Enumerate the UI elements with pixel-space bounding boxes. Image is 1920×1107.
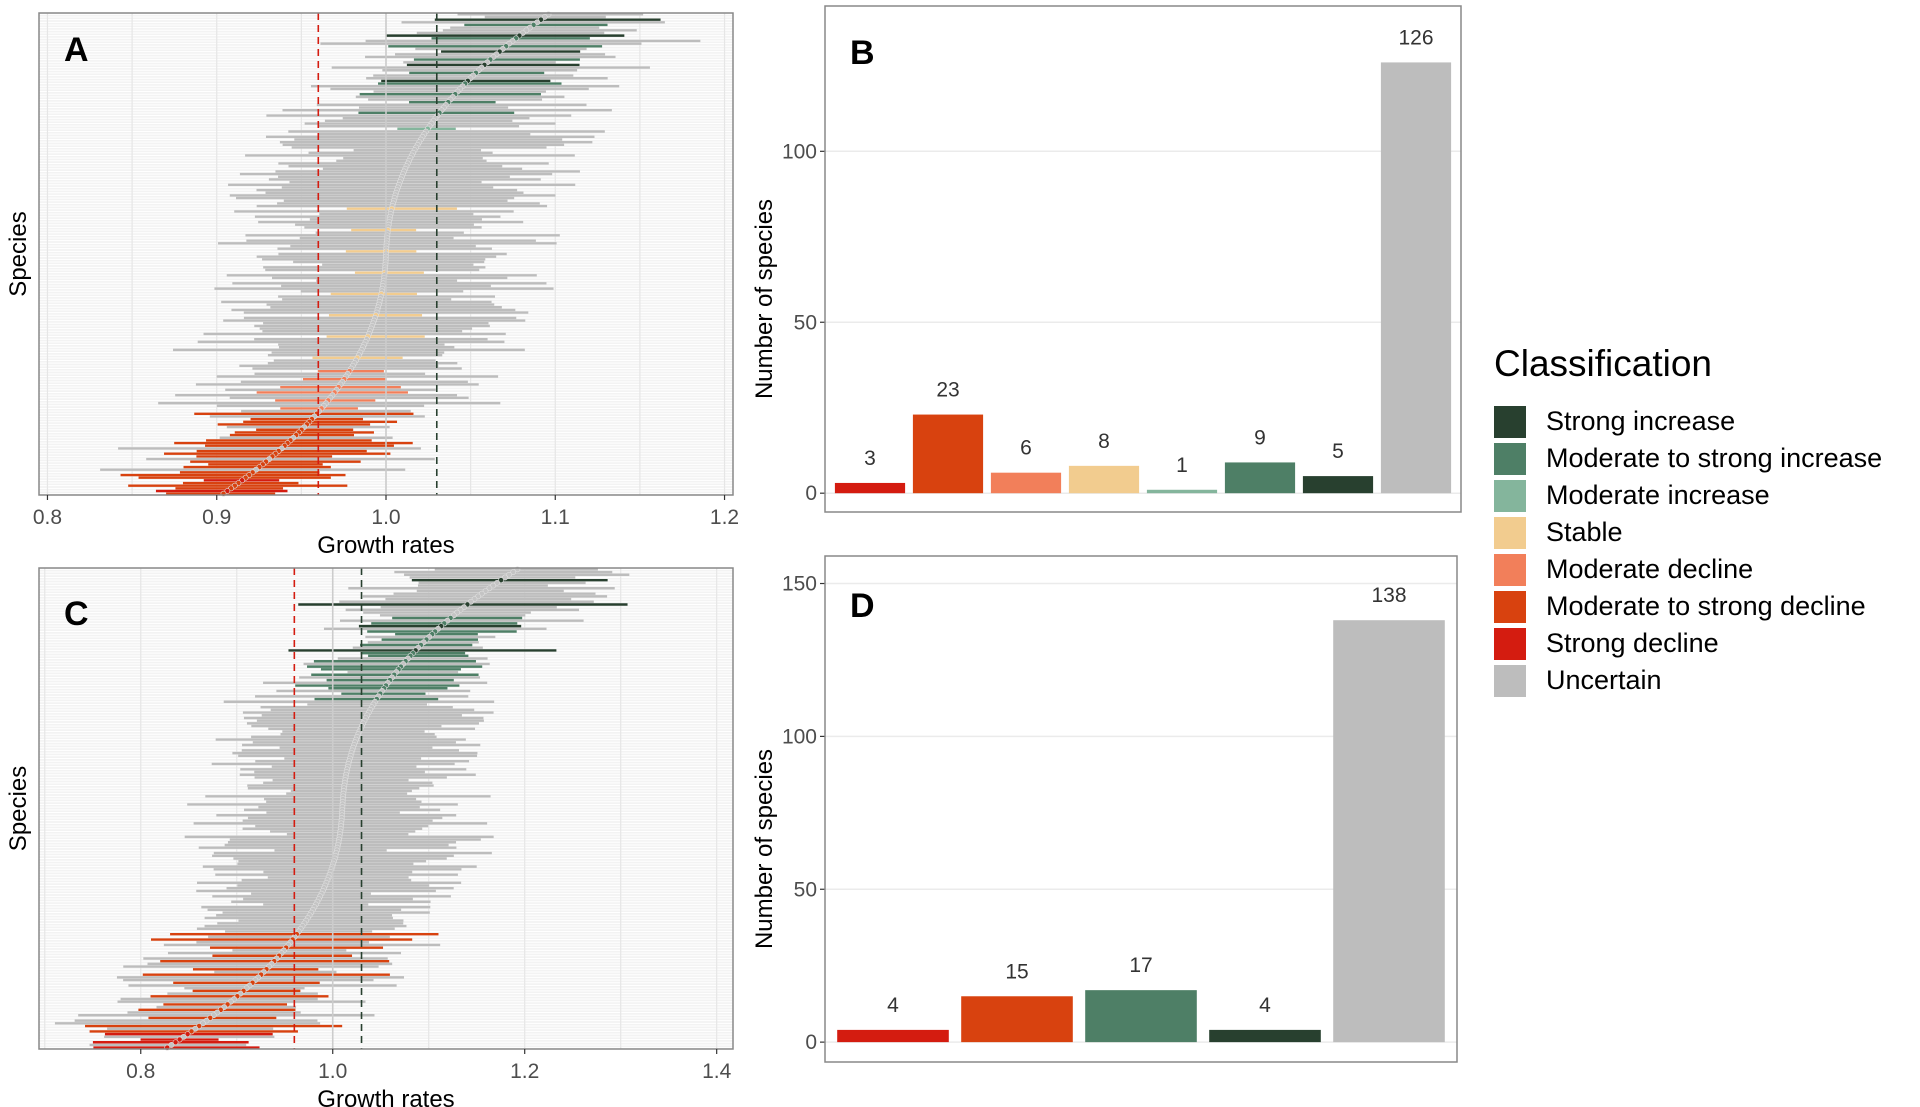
x-tick-label: 1.4 (702, 1060, 732, 1083)
bar-strong-decline (834, 482, 906, 494)
legend-item: Moderate increase (1494, 477, 1882, 514)
legend-swatch (1494, 590, 1526, 623)
legend-item: Uncertain (1494, 662, 1882, 699)
point-estimate (506, 571, 513, 578)
legend-item: Strong decline (1494, 625, 1882, 662)
bar-moderate-to-strong-increase (1224, 462, 1296, 494)
point-estimate (498, 577, 504, 584)
plot-frame (824, 5, 1462, 513)
bar-strong-increase (1302, 476, 1374, 494)
y-axis-title: Number of species (751, 749, 778, 949)
point-estimate (172, 1039, 179, 1046)
y-tick-label: 100 (782, 725, 817, 748)
legend-swatch (1494, 516, 1526, 549)
plot-frame (824, 555, 1458, 1063)
legend-swatch (1494, 442, 1526, 475)
bar-moderate-to-strong-decline (961, 996, 1073, 1043)
point-estimate (168, 1042, 175, 1048)
legend-label: Moderate to strong increase (1546, 443, 1883, 473)
legend-swatch (1494, 405, 1526, 438)
point-estimate (502, 574, 508, 581)
bar-strong-increase (1209, 1029, 1321, 1043)
bar-value-label: 4 (887, 994, 899, 1017)
legend-label: Moderate increase (1546, 480, 1770, 510)
bar-value-label: 23 (936, 379, 959, 402)
legend-item: Strong increase (1494, 403, 1882, 440)
legend-item: Stable (1494, 514, 1882, 551)
point-estimate (176, 1036, 183, 1043)
panel-d: 0 50 100 150 4 15 17 4 138 Number of species D (751, 555, 1458, 1063)
y-tick-label: 150 (782, 573, 817, 596)
bar-value-label: 9 (1254, 426, 1266, 449)
point-estimate (188, 1028, 195, 1035)
y-axis-title: Species (5, 211, 32, 296)
point-estimate (192, 1025, 199, 1032)
point-estimate (494, 579, 500, 586)
panel-label: A (64, 31, 89, 69)
legend-label: Uncertain (1546, 665, 1662, 695)
y-tick-label: 0 (805, 1031, 817, 1054)
bar-strong-decline (837, 1029, 949, 1043)
y-axis-title: Number of species (751, 199, 778, 399)
bar-uncertain (1380, 62, 1452, 494)
bar-value-label: 15 (1005, 960, 1028, 983)
bar-moderate-decline (990, 472, 1062, 494)
panel-label: B (850, 34, 875, 72)
panel-b: 0 50 100 3 23 6 8 1 9 5 126 Number of species B (751, 5, 1462, 513)
legend-item: Moderate to strong decline (1494, 588, 1882, 625)
y-tick-label: 0 (805, 482, 817, 505)
legend-title: Classification (1494, 343, 1712, 384)
x-tick-label: 1.2 (510, 1060, 539, 1083)
x-tick-label: 0.8 (33, 506, 62, 529)
bar-value-label: 8 (1098, 430, 1110, 453)
x-tick-label: 1.1 (541, 506, 570, 529)
legend-label: Stable (1546, 517, 1623, 547)
point-estimate (184, 1031, 191, 1038)
legend-swatch (1494, 664, 1526, 697)
y-tick-label: 100 (782, 140, 817, 163)
bar-value-label: 1 (1176, 454, 1188, 477)
x-tick-label: 1.0 (371, 506, 400, 529)
bar-moderate-to-strong-increase (1085, 990, 1197, 1043)
x-axis-title: Growth rates (317, 1086, 454, 1107)
legend-swatch (1494, 479, 1526, 512)
x-tick-label: 0.8 (126, 1060, 155, 1083)
legend-swatch (1494, 553, 1526, 586)
bar-value-label: 3 (864, 447, 876, 470)
legend-label: Moderate to strong decline (1546, 591, 1866, 621)
legend-label: Moderate decline (1546, 554, 1754, 584)
bar-value-label: 17 (1129, 954, 1152, 977)
bar-value-label: 138 (1371, 584, 1406, 607)
x-axis-title: Growth rates (317, 532, 454, 559)
legend-label: Strong increase (1546, 406, 1736, 436)
x-tick-label: 0.9 (202, 506, 231, 529)
y-tick-label: 50 (794, 878, 817, 901)
panel-label: D (850, 587, 875, 625)
y-tick-label: 50 (794, 311, 817, 334)
bar-value-label: 126 (1398, 26, 1433, 49)
point-estimate (490, 582, 497, 589)
bar-value-label: 5 (1332, 440, 1344, 463)
plot-frame (38, 567, 734, 1050)
x-tick-label: 1.2 (710, 506, 739, 529)
point-estimate (180, 1033, 187, 1040)
legend-swatch (1494, 627, 1526, 660)
point-estimate (510, 569, 517, 575)
legend-item: Moderate decline (1494, 551, 1882, 588)
panel-a: 0.8 0.9 1.0 1.1 1.2 Growth rates Species A (5, 11, 739, 559)
bar-stable (1068, 465, 1140, 494)
bar-value-label: 6 (1020, 437, 1032, 460)
bar-value-label: 4 (1259, 994, 1271, 1017)
bar-moderate-increase (1146, 489, 1218, 494)
bar-uncertain (1333, 620, 1445, 1043)
legend-label: Strong decline (1546, 628, 1719, 658)
legend-item: Moderate to strong increase (1494, 440, 1882, 477)
panel-label: C (64, 595, 89, 633)
x-tick-label: 1.0 (318, 1060, 347, 1083)
bar-moderate-to-strong-decline (912, 414, 984, 494)
y-axis-title: Species (5, 766, 32, 851)
legend: Classification Strong increase Moderate t… (1494, 343, 1882, 699)
panel-c: 0.8 1.0 1.2 1.4 Growth rates Species C (5, 566, 734, 1107)
